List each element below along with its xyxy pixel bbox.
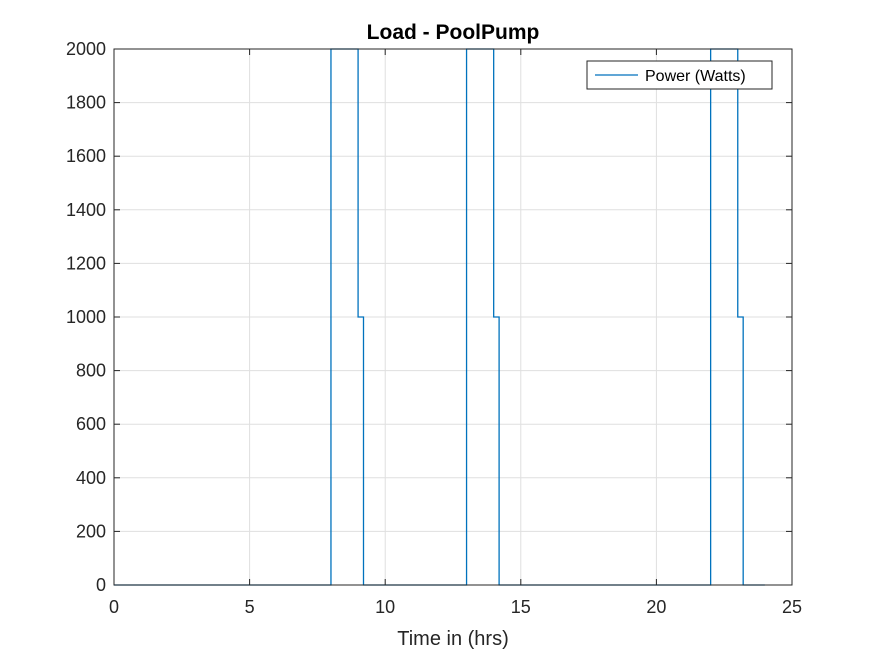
y-tick-label: 1400 — [66, 200, 106, 220]
y-tick-label: 1600 — [66, 146, 106, 166]
x-tick-label: 5 — [245, 597, 255, 617]
x-tick-label: 10 — [375, 597, 395, 617]
y-tick-label: 1000 — [66, 307, 106, 327]
x-tick-label: 0 — [109, 597, 119, 617]
legend: Power (Watts) — [586, 60, 773, 90]
y-tick-label: 2000 — [66, 39, 106, 59]
ticks: 0 5 10 15 20 25 0 200 400 600 800 1000 1200 1400 1600 1… — [66, 39, 802, 617]
series-layer — [114, 48, 765, 586]
y-tick-label: 1800 — [66, 93, 106, 113]
x-tick-label: 15 — [511, 597, 531, 617]
x-tick-label: 20 — [646, 597, 666, 617]
y-tick-label: 0 — [96, 575, 106, 595]
chart-title: Load - PoolPump — [367, 21, 540, 44]
y-tick-label: 600 — [76, 414, 106, 434]
y-tick-label: 1200 — [66, 253, 106, 273]
legend-entry-label: Power (Watts) — [645, 68, 746, 85]
grid-lines — [113, 48, 793, 586]
series-line-power — [114, 48, 765, 586]
x-tick-label: 25 — [782, 597, 802, 617]
y-tick-label: 200 — [76, 521, 106, 541]
x-axis-label: Time in (hrs) — [397, 628, 508, 650]
y-tick-label: 800 — [76, 361, 106, 381]
y-tick-label: 400 — [76, 468, 106, 488]
